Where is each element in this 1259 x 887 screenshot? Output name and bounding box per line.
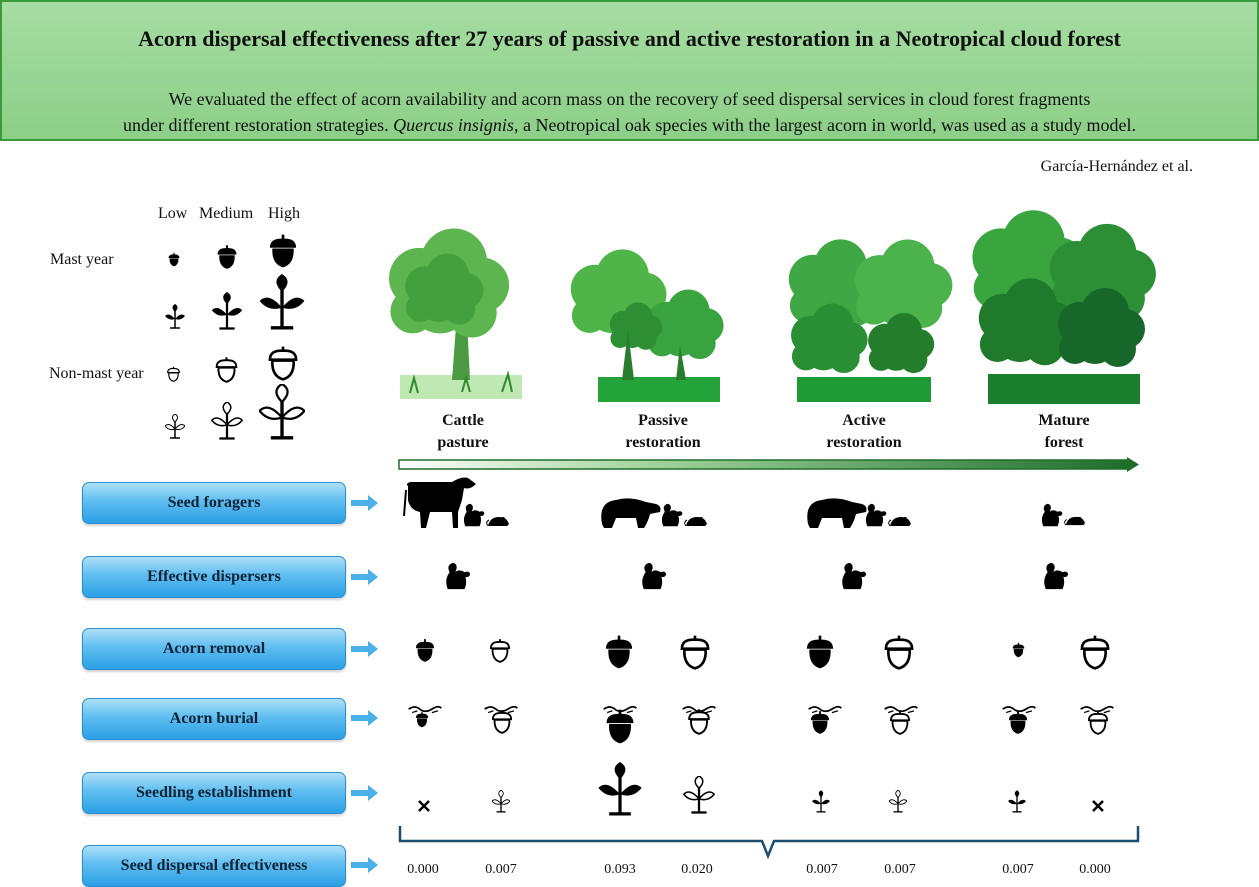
seedling-icon [165, 414, 185, 439]
legend-level-medium: Medium [199, 205, 254, 222]
seedling-icon [683, 776, 715, 814]
page-title: Acorn dispersal effectiveness after 27 y… [138, 26, 1121, 51]
squirrel-icon [661, 503, 683, 527]
arrow-icon [351, 710, 378, 726]
stage-label-line: Cattle [442, 412, 484, 429]
empty-acorn-icon [884, 634, 914, 670]
squirrel-icon [865, 503, 887, 527]
seedling-icon [1008, 790, 1026, 813]
empty-acorn-icon [1080, 634, 1110, 670]
acorn-icon [167, 252, 181, 267]
header-description: We evaluated the effect of acorn availab… [2, 86, 1257, 138]
squirrel-icon [446, 562, 471, 590]
cross-icon [1092, 800, 1104, 812]
description-line-1: We evaluated the effect of acorn availab… [168, 89, 1091, 109]
empty-acorn-icon [215, 356, 238, 383]
seedling-icon [165, 304, 185, 329]
seedling-icon [889, 790, 907, 813]
header-banner: Acorn dispersal effectiveness after 27 y… [0, 0, 1259, 141]
row-seed-dispersal-effectiveness: Seed dispersal effectiveness [82, 845, 346, 887]
tree-icon [788, 239, 953, 402]
effectiveness-value: 0.020 [681, 862, 713, 877]
squirrel-icon [642, 562, 667, 590]
row-acorn-removal: Acorn removal [82, 628, 346, 670]
tree-icon [570, 249, 724, 402]
effectiveness-value: 0.093 [604, 862, 636, 877]
stage-mature-forest: Mature forest [999, 410, 1129, 454]
tree-icon [389, 228, 522, 399]
stage-label-line: restoration [625, 434, 701, 451]
seedling-icon [259, 384, 305, 440]
bear-icon [807, 498, 867, 528]
acorn-icon [268, 233, 298, 269]
empty-acorn-icon [167, 366, 180, 382]
stage-label-line: restoration [826, 434, 902, 451]
seedling-icon [812, 790, 830, 813]
squirrel-icon [1041, 503, 1063, 527]
seedling-icon [597, 762, 643, 816]
row-acorn-burial: Acorn burial [82, 698, 346, 740]
effectiveness-value: 0.007 [485, 862, 517, 877]
seedling-icon [211, 292, 243, 330]
mouse-icon [888, 516, 912, 527]
stage-passive-restoration: Passive restoration [598, 410, 728, 454]
bracket [398, 826, 1140, 860]
cow-icon [403, 477, 476, 528]
bear-icon [601, 498, 661, 528]
arrow-icon [351, 495, 378, 511]
burial-icon [407, 705, 1115, 745]
row-effective-dispersers: Effective dispersers [82, 556, 346, 598]
legend-mast-year: Mast year [50, 251, 114, 268]
tree-icon [972, 210, 1156, 404]
squirrel-icon [842, 562, 867, 590]
acorn-icon [414, 638, 436, 663]
row-seed-foragers: Seed foragers [82, 482, 346, 524]
effectiveness-value: 0.007 [806, 862, 838, 877]
empty-acorn-icon [268, 345, 298, 381]
description-text: , a Neotropical oak species with the lar… [513, 115, 1136, 135]
stage-label-line: Active [842, 412, 886, 429]
squirrel-icon [463, 503, 485, 527]
mouse-icon [486, 516, 510, 527]
arrow-icon [351, 569, 378, 585]
row-arrows [351, 495, 378, 873]
effectiveness-value: 0.000 [407, 862, 439, 877]
description-line-2: under different restoration strategies. … [2, 112, 1257, 138]
legend-level-low: Low [158, 205, 188, 222]
cross-icon [418, 800, 430, 812]
empty-acorn-icon [680, 634, 710, 670]
seedling-icon [211, 402, 243, 440]
arrow-icon [351, 857, 378, 873]
effectiveness-value: 0.007 [884, 862, 916, 877]
arrow-icon [351, 641, 378, 657]
acorn-icon [216, 244, 238, 270]
legend-non-mast-year: Non-mast year [49, 365, 144, 382]
arrow-icon [351, 785, 378, 801]
acorn-icon [604, 634, 634, 670]
succession-arrow [398, 457, 1139, 472]
seedling-icon [259, 274, 305, 330]
row-seedling-establishment: Seedling establishment [82, 772, 346, 814]
mouse-icon [684, 516, 708, 527]
stage-label-line: Mature [1038, 412, 1090, 429]
effectiveness-value: 0.000 [1079, 862, 1111, 877]
legend-level-high: High [268, 205, 300, 222]
stage-label-line: pasture [437, 434, 489, 451]
acorn-icon [1012, 642, 1025, 658]
description-text: under different restoration strategies. [123, 115, 394, 135]
stage-active-restoration: Active restoration [799, 410, 929, 454]
acorn-icon [805, 634, 835, 670]
squirrel-icon [1044, 562, 1069, 590]
stage-label-line: Passive [638, 412, 688, 429]
effectiveness-value: 0.007 [1002, 862, 1034, 877]
authors: García-Hernández et al. [1040, 158, 1193, 175]
stage-label-line: forest [1044, 434, 1084, 451]
mouse-icon [1064, 516, 1086, 526]
stage-cattle-pasture: Cattle pasture [398, 410, 528, 454]
empty-acorn-icon [489, 638, 511, 663]
species-name: Quercus insignis [393, 115, 514, 135]
seedling-icon [492, 790, 510, 813]
